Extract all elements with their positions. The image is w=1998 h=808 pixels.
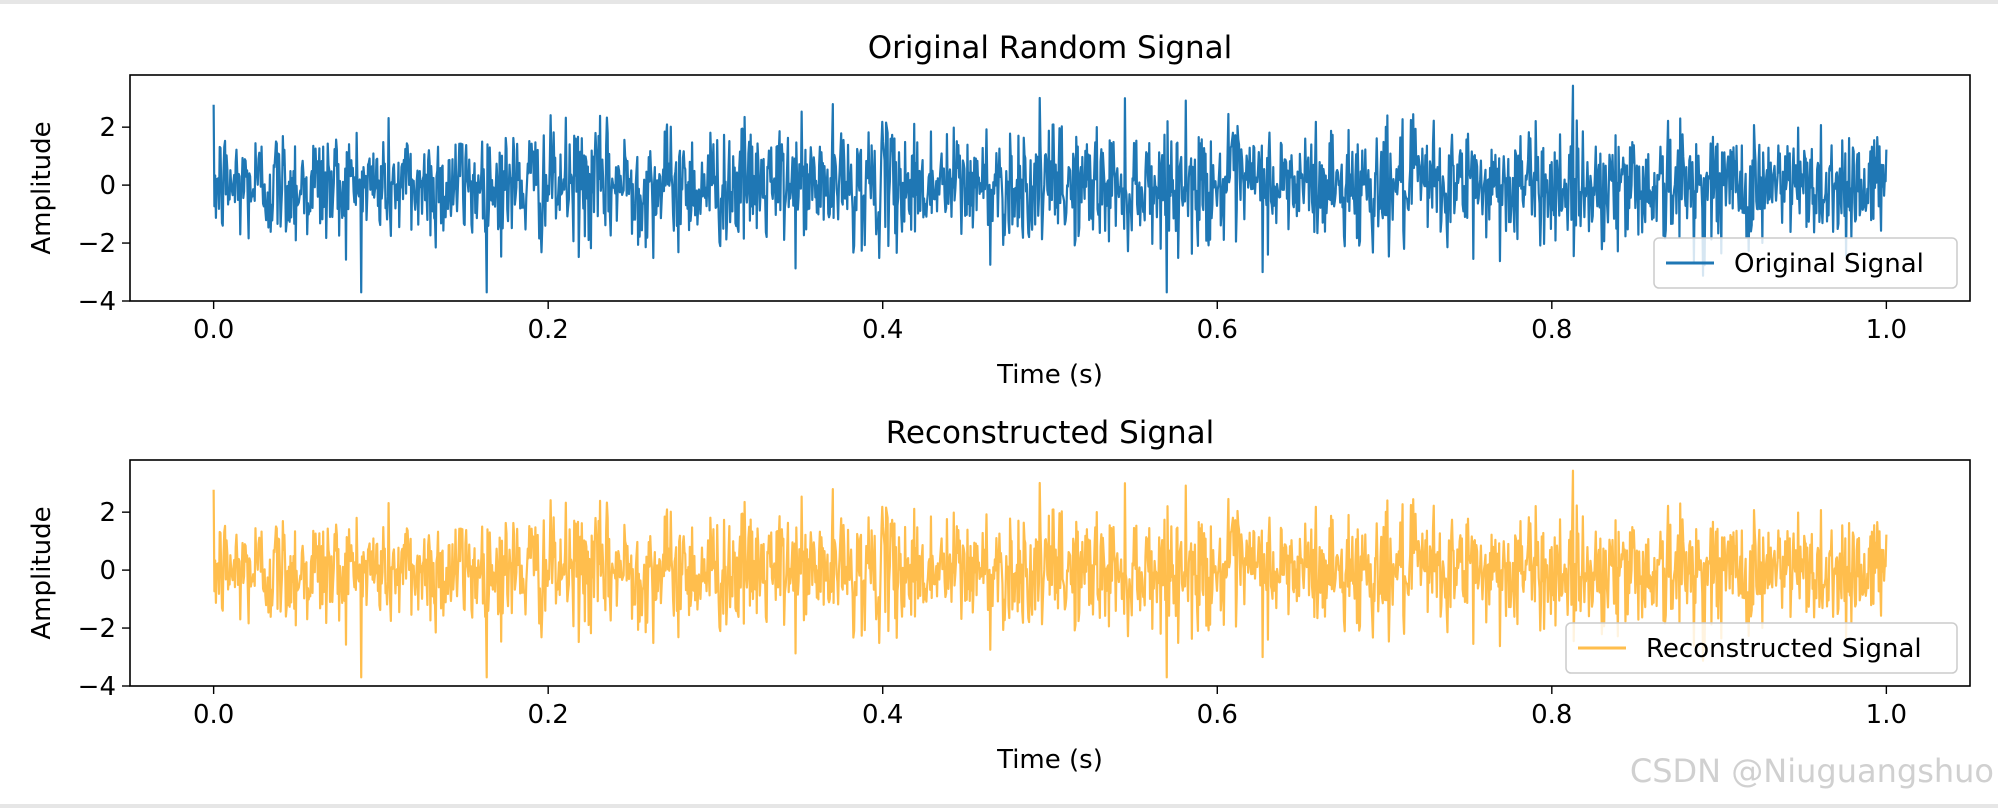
x-tick-label: 0.4: [862, 315, 903, 345]
y-tick-label: −4: [78, 672, 116, 702]
y-tick-label: −4: [78, 287, 116, 317]
x-tick-label: 0.4: [862, 700, 903, 730]
chart-title: Original Random Signal: [868, 30, 1233, 66]
y-tick-label: −2: [78, 229, 116, 259]
plot-frame: [129, 74, 1971, 302]
chart-reconstructed-signal: Reconstructed Signal 0.0 0.2 0.4 0.6 0.8 1.0 −4…: [27, 415, 1971, 775]
x-tick-label: 1.0: [1866, 315, 1907, 345]
x-axis-label: Time (s): [996, 360, 1103, 390]
x-tick-label: 0.6: [1197, 315, 1238, 345]
x-tick-label: 1.0: [1866, 700, 1907, 730]
y-tick-label: 2: [99, 498, 116, 528]
legend-box: [1653, 237, 1958, 289]
legend-label: Reconstructed Signal: [1646, 634, 1922, 664]
y-tick-label: 0: [99, 556, 116, 586]
x-tick-label: 0.6: [1197, 700, 1238, 730]
plot-frame: [129, 459, 1971, 687]
y-tick-label: −2: [78, 614, 116, 644]
chart-title: Reconstructed Signal: [886, 415, 1215, 451]
y-axis-label: Amplitude: [27, 121, 57, 254]
watermark-text: CSDN @Niuguangshuo: [1629, 752, 1994, 790]
chart-original-signal: Original Random Signal 0.0 0.2 0.4 0.6 0.8 1.0…: [27, 30, 1971, 390]
legend-box: [1565, 622, 1958, 674]
y-tick-label: 0: [99, 171, 116, 201]
bottom-border: [0, 804, 1998, 808]
series-line: [212, 469, 1888, 679]
x-tick-label: 0.0: [193, 700, 234, 730]
x-tick-label: 0.2: [528, 315, 569, 345]
top-border: [0, 0, 1998, 4]
x-tick-label: 0.0: [193, 315, 234, 345]
x-tick-label: 0.8: [1531, 315, 1572, 345]
y-tick-label: 2: [99, 113, 116, 143]
x-axis-label: Time (s): [996, 745, 1103, 775]
x-tick-label: 0.8: [1531, 700, 1572, 730]
y-axis-label: Amplitude: [27, 506, 57, 639]
series-line: [212, 84, 1888, 294]
x-tick-label: 0.2: [528, 700, 569, 730]
legend-label: Original Signal: [1734, 249, 1924, 279]
